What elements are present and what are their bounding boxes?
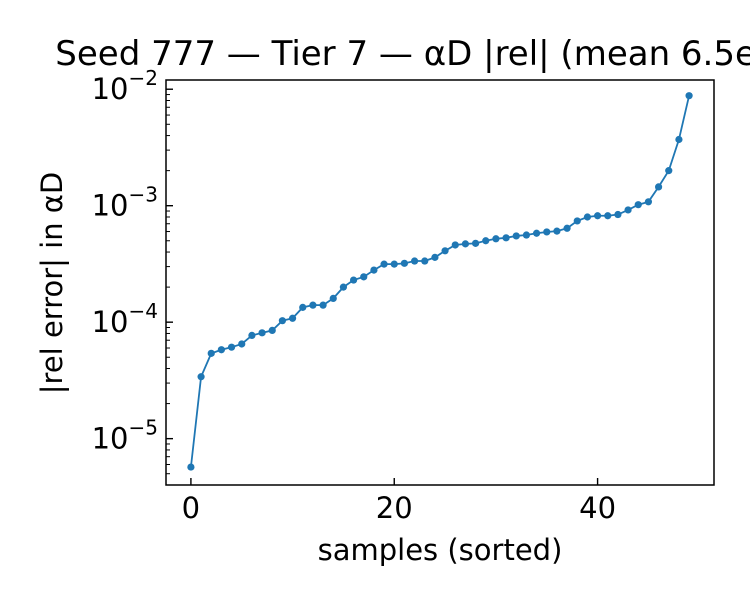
x-tick-label: 20 <box>376 491 413 525</box>
y-tick-base: 10 <box>92 72 129 106</box>
data-point <box>675 135 683 144</box>
data-point <box>309 301 317 309</box>
data-point <box>319 301 327 309</box>
data-point <box>502 234 510 242</box>
data-point <box>288 314 297 322</box>
data-point <box>197 373 205 381</box>
data-point <box>370 266 378 274</box>
chart-title: Seed 777 — Tier 7 — αD |rel| (mean 6.5e-… <box>55 34 750 74</box>
plot-frame <box>165 79 715 486</box>
data-point <box>482 237 490 245</box>
data-point <box>593 212 602 220</box>
data-point <box>624 206 632 214</box>
data-point <box>227 343 236 351</box>
x-tick-label: 40 <box>579 491 616 525</box>
data-point <box>471 239 480 247</box>
data-point <box>543 228 551 236</box>
data-point <box>553 227 561 235</box>
data-point <box>563 224 571 232</box>
data-point <box>360 273 368 281</box>
data-point <box>451 241 459 249</box>
y-tick-label: 10−2 <box>92 66 158 106</box>
data-point <box>492 235 500 243</box>
y-tick-base: 10 <box>92 189 129 223</box>
series-points <box>187 92 693 471</box>
data-point <box>654 183 663 191</box>
data-point <box>522 231 531 239</box>
data-point <box>685 92 693 100</box>
data-point <box>532 229 541 237</box>
data-point <box>644 198 653 206</box>
data-point <box>268 326 276 334</box>
data-point <box>512 232 520 240</box>
y-tick-base: 10 <box>92 305 129 339</box>
data-point <box>207 349 215 357</box>
x-axis: 0 20 40 <box>182 478 616 525</box>
y-tick-exponent: −2 <box>129 66 158 90</box>
x-tick-label: 0 <box>182 491 200 525</box>
data-point <box>329 294 337 302</box>
y-tick-exponent: −3 <box>129 183 158 207</box>
data-point <box>604 212 612 220</box>
data-point <box>339 283 348 291</box>
data-point <box>461 240 470 248</box>
data-point <box>421 257 429 265</box>
data-point <box>278 317 287 325</box>
data-point <box>614 210 622 219</box>
data-point <box>583 213 592 221</box>
y-tick-label: 10−5 <box>92 416 158 456</box>
data-point <box>441 247 449 255</box>
y-tick-label: 10−3 <box>92 183 158 223</box>
data-point <box>217 346 226 354</box>
data-point <box>665 167 673 175</box>
data-point <box>400 259 409 267</box>
x-axis-label: samples (sorted) <box>318 533 563 567</box>
data-point <box>238 340 246 348</box>
data-point <box>299 303 307 311</box>
y-axis-label: |rel error| in αD <box>35 172 69 394</box>
data-point <box>390 260 398 268</box>
data-point <box>187 463 195 471</box>
data-point <box>349 276 358 284</box>
data-point <box>410 257 419 265</box>
y-tick-label: 10−4 <box>92 299 158 339</box>
y-tick-exponent: −4 <box>129 299 158 323</box>
data-point <box>380 260 388 268</box>
data-point <box>248 331 256 339</box>
series-line <box>190 95 690 468</box>
y-axis: 10−510−410−310−2 <box>92 66 173 475</box>
y-tick-exponent: −5 <box>129 416 158 440</box>
data-point <box>634 201 642 209</box>
data-point <box>258 329 266 337</box>
y-tick-base: 10 <box>92 422 129 456</box>
data-point <box>573 217 581 225</box>
data-point <box>431 253 439 261</box>
